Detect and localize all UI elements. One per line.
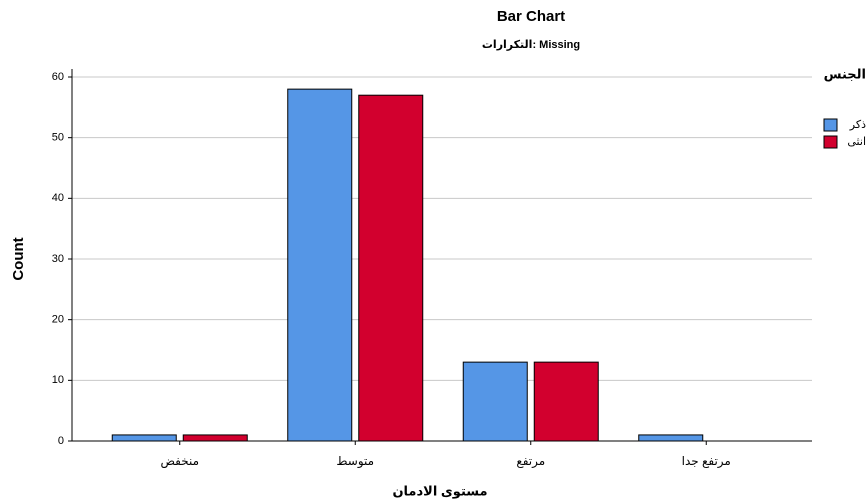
legend-swatch [823,118,838,132]
y-tick-label: 30 [52,253,64,265]
bar [638,434,704,442]
y-tick-label: 40 [52,192,64,204]
y-tick-label: 20 [52,314,64,326]
x-axis-label: مستوى الادمان [392,483,487,498]
y-tick-label: 60 [52,71,64,83]
chart-subtitle: التكرارات: Missing [482,39,580,51]
bar [358,94,424,442]
y-tick-label: 10 [52,374,64,386]
x-tick-label: منخفض [160,454,199,469]
legend-swatch [823,135,838,149]
bar [533,361,599,442]
bar [182,434,248,442]
chart-title: Bar Chart [497,8,565,25]
bar [287,88,353,442]
y-tick-label: 0 [58,435,64,447]
bar [462,361,528,442]
y-axis-label: Count [10,237,27,280]
y-tick-label: 50 [52,132,64,144]
x-tick-label: مرتفع جدا [682,454,731,469]
legend-label: ذكر [849,119,866,131]
x-tick-label: متوسط [336,454,374,469]
x-tick-label: مرتفع [516,454,545,469]
legend-label: انثى [847,136,866,148]
bar [111,434,177,442]
legend-title: الجنس [824,66,866,81]
